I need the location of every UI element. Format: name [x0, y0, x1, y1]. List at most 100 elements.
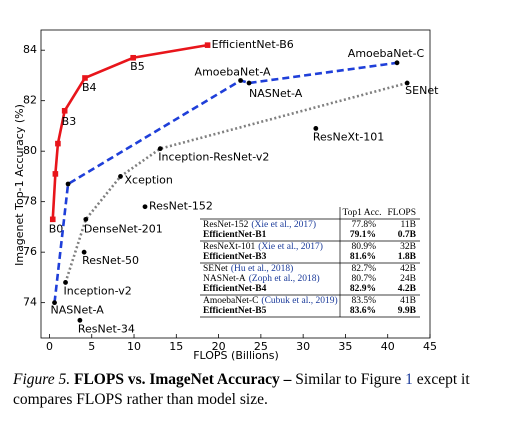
table-flops: 1.8B — [398, 252, 417, 262]
point-label: ResNeXt-101 — [313, 130, 384, 143]
marker — [83, 216, 89, 222]
caption: Figure 5. FLOPS vs. ImageNet Accuracy – … — [13, 370, 508, 410]
x-tick-label: 0 — [46, 340, 53, 353]
x-tick-label: 35 — [338, 340, 352, 353]
marker — [77, 317, 83, 323]
point-label: B5 — [130, 60, 145, 73]
table-acc: 83.5% — [351, 296, 376, 306]
x-tick-label: 15 — [169, 340, 183, 353]
marker — [246, 80, 252, 86]
table-flops: 9.9B — [398, 306, 417, 316]
x-tick-label: 5 — [88, 340, 95, 353]
table-header: FLOPS — [387, 208, 416, 218]
y-tick-label: 76 — [23, 245, 37, 258]
y-tick-label: 80 — [23, 144, 37, 157]
marker — [52, 171, 59, 177]
point-label: SENet — [405, 84, 439, 97]
table-acc: 77.8% — [351, 220, 376, 230]
table-acc: 80.7% — [351, 274, 376, 284]
table-model: AmoebaNet-C (Cubuk et al., 2019) — [203, 295, 338, 306]
point-label: DenseNet-201 — [84, 222, 163, 235]
marker — [130, 54, 136, 61]
table-acc: 83.6% — [350, 306, 376, 316]
table-flops: 24B — [400, 274, 416, 284]
caption-text: except it compares FLOPS rather than mod… — [13, 371, 470, 408]
citation: (Zoph et al., 2018) — [249, 273, 320, 284]
x-tick-label: 45 — [423, 340, 437, 353]
marker — [65, 181, 71, 187]
table-flops: 42B — [400, 264, 416, 274]
marker — [157, 146, 163, 152]
point-label: EfficientNet-B6 — [212, 38, 294, 51]
y-tick-label: 74 — [23, 296, 37, 309]
marker — [118, 174, 123, 179]
citation: (Cubuk et al., 2019) — [261, 295, 337, 306]
caption-text: Similar to Figure — [295, 371, 402, 388]
marker — [404, 80, 410, 86]
table-flops: 11B — [401, 220, 416, 230]
model-name: ResNet-152 — [203, 220, 249, 230]
point-label: Inception-v2 — [64, 284, 132, 297]
table-model: EfficientNet-B1 — [203, 230, 267, 240]
table-model: ResNeXt-101 (Xie et al., 2017) — [203, 241, 323, 252]
x-tick-label: 25 — [254, 340, 268, 353]
citation: (Hu et al., 2018) — [231, 263, 294, 274]
marker — [82, 75, 88, 81]
model-name: EfficientNet-B4 — [203, 284, 267, 294]
marker — [63, 280, 68, 285]
caption-label: Figure 5. — [13, 371, 71, 388]
point-label: NASNet-A — [249, 87, 303, 100]
point-label: AmoebaNet-C — [348, 47, 425, 60]
point-label: B3 — [62, 115, 77, 128]
table-model: NASNet-A (Zoph et al., 2018) — [203, 273, 320, 284]
table-model: EfficientNet-B5 — [203, 306, 267, 316]
model-name: NASNet-A — [203, 274, 246, 284]
plot-frame — [40, 29, 431, 339]
point-label: NASNet-A — [51, 304, 105, 317]
point-label: ResNet-34 — [78, 322, 135, 335]
table-model: EfficientNet-B4 — [203, 284, 267, 294]
x-tick-label: 30 — [296, 340, 310, 353]
y-tick-label: 78 — [23, 195, 37, 208]
citation: (Xie et al., 2017) — [258, 241, 323, 252]
point-label: B4 — [82, 81, 97, 94]
marker — [238, 78, 243, 83]
model-name: EfficientNet-B1 — [203, 230, 267, 240]
marker — [52, 300, 57, 306]
table-acc: 82.7% — [351, 264, 376, 274]
point-label: Inception-ResNet-v2 — [158, 151, 269, 164]
point-label: Xception — [124, 173, 172, 186]
y-tick-label: 82 — [23, 94, 37, 107]
table-acc: 80.9% — [351, 242, 376, 252]
model-name: EfficientNet-B3 — [203, 252, 267, 262]
model-name: EfficientNet-B5 — [203, 306, 267, 316]
table-flops: 41B — [400, 296, 416, 306]
table-flops: 0.7B — [398, 230, 417, 240]
table-flops: 4.2B — [398, 284, 417, 294]
caption-ref: 1 — [405, 371, 413, 388]
y-tick-label: 84 — [23, 43, 37, 56]
point-label: ResNet-50 — [82, 254, 139, 267]
x-axis-label: FLOPS (Billions) — [193, 349, 279, 362]
model-name: AmoebaNet-C — [203, 296, 258, 306]
point-label: ResNet-152 — [149, 200, 213, 213]
marker — [55, 140, 61, 147]
table-model: ResNet-152 (Xie et al., 2017) — [203, 219, 316, 230]
chart: FLOPS (Billions) Imagenet Top-1 Accuracy… — [13, 29, 439, 362]
table-acc: 81.6% — [350, 252, 376, 262]
table-header: Top1 Acc. — [343, 208, 382, 218]
x-tick-label: 10 — [127, 340, 141, 353]
x-tick-label: 40 — [381, 340, 395, 353]
table-flops: 32B — [400, 242, 416, 252]
point-label: AmoebaNet-A — [195, 65, 271, 78]
caption-title: FLOPS vs. ImageNet Accuracy – — [74, 371, 292, 388]
model-name: ResNeXt-101 — [203, 242, 255, 252]
table-model: EfficientNet-B3 — [203, 252, 267, 262]
table-acc: 79.1% — [350, 230, 376, 240]
marker — [81, 249, 87, 255]
x-tick-label: 20 — [212, 340, 226, 353]
table-model: SENet (Hu et al., 2018) — [203, 263, 293, 274]
marker — [394, 60, 400, 66]
